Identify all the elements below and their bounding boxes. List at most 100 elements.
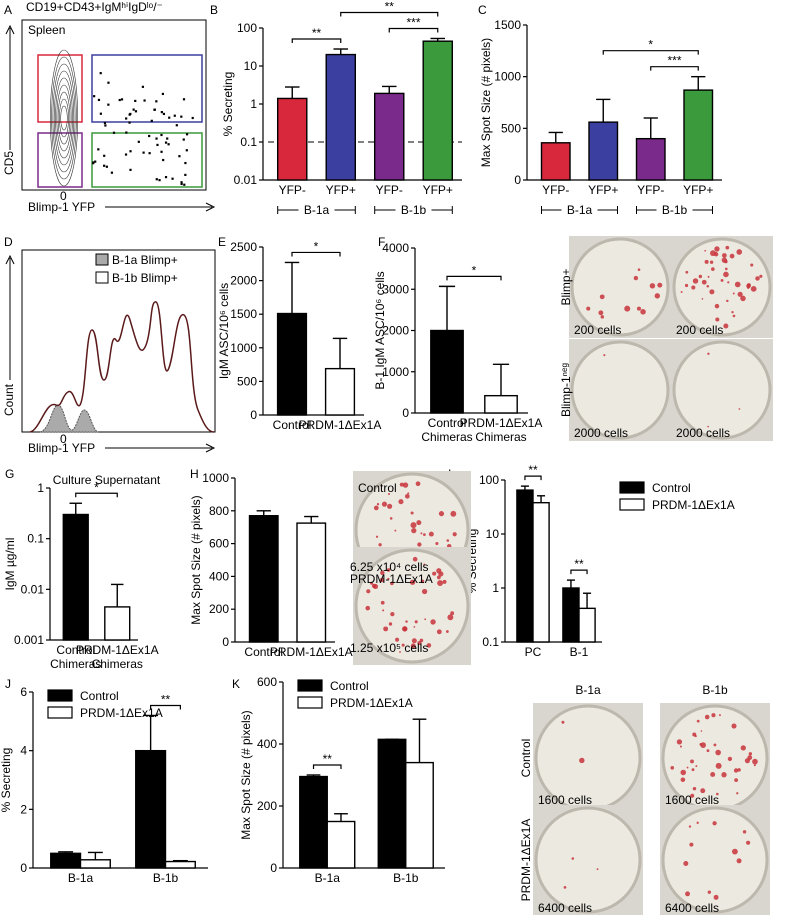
spot <box>689 842 694 847</box>
event-dot <box>107 103 110 106</box>
panel-letter: C <box>478 3 487 17</box>
bar <box>683 89 714 181</box>
x-tick-label: YFP- <box>376 183 403 197</box>
event-dot <box>112 131 116 134</box>
x-tick-label: PRDM-1ΔEx1A Chimeras <box>76 643 159 671</box>
significance-label: * <box>314 239 319 253</box>
cell-count: 2000 cells <box>676 426 730 440</box>
legend-label: PRDM-1ΔEx1A <box>652 498 735 512</box>
axis-arrow <box>5 254 15 380</box>
event-dot <box>97 148 100 151</box>
spot <box>399 482 404 487</box>
event-dot <box>158 179 161 182</box>
spot <box>734 778 739 783</box>
event-dot <box>155 100 158 103</box>
y-tick-label: 0 <box>270 861 277 875</box>
event-dot <box>125 131 128 134</box>
spot <box>755 276 760 281</box>
spot <box>636 306 642 311</box>
y-tick-label: 0 <box>402 406 409 420</box>
x-tick-label: YFP+ <box>683 183 713 197</box>
event-dot <box>162 112 166 116</box>
spot <box>737 291 743 297</box>
y-tick-label: 400 <box>209 569 229 583</box>
spot <box>744 758 751 764</box>
bar <box>277 97 308 181</box>
event-dot <box>168 116 171 119</box>
spot <box>423 533 426 536</box>
bar <box>430 329 464 414</box>
contour <box>59 98 69 138</box>
row-label: Blimp-1ⁿᵉᵍ <box>559 363 573 418</box>
legend-swatch <box>297 696 323 709</box>
row-label: Blimp+ <box>559 268 573 305</box>
significance-bracket <box>524 475 542 481</box>
image-label: 6.25 x10⁴ cells <box>350 560 429 574</box>
error-bar <box>520 485 529 491</box>
event-dot <box>178 155 181 158</box>
event-dot <box>141 85 145 88</box>
spot <box>387 503 393 509</box>
bar <box>104 606 131 641</box>
significance-bracket <box>291 251 341 257</box>
spot <box>423 563 426 566</box>
well <box>661 806 769 914</box>
error-bar <box>306 774 321 777</box>
legend-label: B-1b Blimp+ <box>112 271 178 285</box>
y-tick-label: 100 <box>479 473 499 487</box>
event-dot <box>134 99 137 103</box>
error-bar <box>548 131 563 143</box>
group-label-bg <box>656 203 693 217</box>
spot <box>676 739 683 745</box>
y-tick-label: 1 <box>492 581 499 595</box>
error-bar <box>284 86 300 99</box>
contour <box>51 56 77 180</box>
spot <box>736 792 739 795</box>
spot <box>750 263 754 267</box>
event-dot <box>191 116 194 120</box>
event-dot <box>120 98 124 101</box>
spot <box>713 894 719 900</box>
bar <box>276 312 308 416</box>
spot <box>723 323 729 329</box>
spot <box>563 886 567 889</box>
event-dot <box>183 183 186 186</box>
legend-label: Control <box>652 481 691 495</box>
contour <box>49 49 78 187</box>
error-bar <box>381 85 397 94</box>
group-label: B-1b <box>401 203 427 217</box>
spot <box>410 511 414 515</box>
bar <box>422 40 454 181</box>
y-tick-label: 0.001 <box>14 633 44 647</box>
y-tick-label: 800 <box>209 504 229 518</box>
well <box>672 340 772 440</box>
panel-letter: K <box>232 677 240 691</box>
spot <box>402 482 409 488</box>
error-bar <box>332 337 348 369</box>
spot <box>736 858 742 864</box>
bar <box>532 501 550 643</box>
spot <box>704 259 709 264</box>
spot <box>430 619 436 625</box>
event-dot <box>184 173 187 177</box>
spot <box>411 527 417 534</box>
event-dot <box>156 143 159 147</box>
spot <box>376 503 380 506</box>
spot <box>442 579 447 584</box>
spot <box>387 577 390 581</box>
spot <box>715 317 720 322</box>
bar <box>562 587 580 643</box>
y-tick-label: 1000 <box>230 341 257 355</box>
event-dot <box>182 138 185 141</box>
spot <box>437 580 444 586</box>
flow-title: CD19+CD43+IgMʰⁱIgDˡᵒ/⁻ <box>26 0 163 14</box>
y-tick-label: 0.1 <box>482 635 499 649</box>
cell-count: 200 cells <box>574 323 621 337</box>
group-label: B-1a <box>304 203 330 217</box>
spot <box>679 745 682 748</box>
group-label: B-1b <box>662 203 688 217</box>
y-tick-label: 1 <box>250 97 257 111</box>
cell-count: 2000 cells <box>574 426 628 440</box>
chart-title: Culture Supernatant <box>53 473 161 487</box>
legend-swatch <box>95 271 109 284</box>
